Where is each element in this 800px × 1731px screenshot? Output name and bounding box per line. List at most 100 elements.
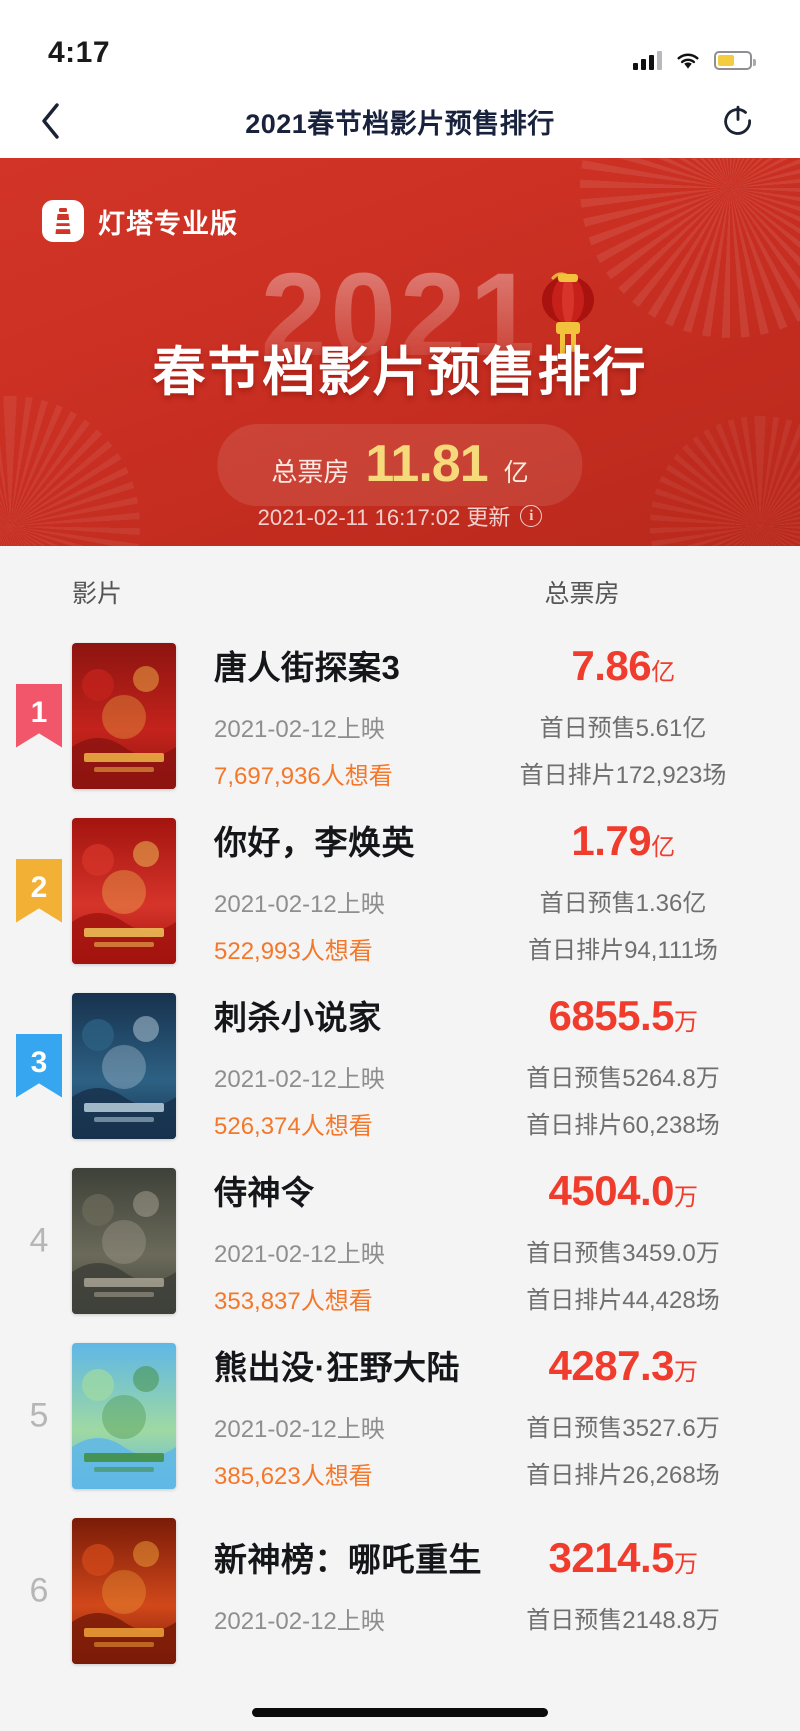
info-icon[interactable]: i <box>520 505 543 527</box>
status-indicators <box>633 50 756 70</box>
film-want-count: 522,993人想看 <box>214 937 373 965</box>
film-title[interactable]: 唐人街探案3 <box>214 648 401 686</box>
total-box-office-value: 11.81 <box>365 435 488 493</box>
nav-bar: 2021春节档影片预售排行 <box>0 84 800 158</box>
film-stats: 3214.5万 首日预售2148.8万 <box>492 1534 800 1647</box>
movie-poster-hi-mom[interactable] <box>72 817 176 964</box>
film-gross-value: 4287.3 <box>548 1341 675 1389</box>
movie-poster-new-gods-nezha-reborn[interactable] <box>72 1517 176 1664</box>
movie-poster-a-writers-odyssey[interactable] <box>72 992 176 1139</box>
film-title[interactable]: 你好，李焕英 <box>214 823 415 861</box>
chevron-left-icon <box>42 103 59 139</box>
rank-number: 6 <box>29 1571 49 1609</box>
film-gross-unit: 万 <box>673 1183 698 1211</box>
film-presale: 首日预售2148.8万 <box>526 1607 720 1634</box>
back-button[interactable] <box>40 97 80 145</box>
film-screenings: 首日排片94,111场 <box>528 936 718 964</box>
cellular-signal-icon <box>633 50 662 70</box>
list-rows: 1 唐人街探案3 2021-02-12上映 7,697,936人想看 7.86亿… <box>0 628 800 1678</box>
column-header-film: 影片 <box>72 580 123 608</box>
rank-badge: 4 <box>16 1221 62 1260</box>
rank-badge: 2 <box>16 858 62 923</box>
rank-badge: 1 <box>16 683 62 748</box>
film-presale: 首日预售1.36亿 <box>539 889 707 917</box>
film-screenings: 首日排片44,428场 <box>526 1286 720 1314</box>
film-release-date: 2021-02-12上映 <box>214 1240 385 1268</box>
table-row[interactable]: 5 熊出没·狂野大陆 2021-02-12上映 385,623人想看 4287.… <box>0 1328 800 1503</box>
film-presale: 首日预售5264.8万 <box>526 1064 720 1092</box>
movie-poster-boonie-bears[interactable] <box>72 1342 176 1489</box>
rank-ribbon: 3 <box>16 1033 62 1098</box>
column-header-box-office: 总票房 <box>544 580 620 608</box>
table-row[interactable]: 3 刺杀小说家 2021-02-12上映 526,374人想看 6855.5万 … <box>0 978 800 1153</box>
table-row[interactable]: 1 唐人街探案3 2021-02-12上映 7,697,936人想看 7.86亿… <box>0 628 800 803</box>
film-release-date: 2021-02-12上映 <box>214 1065 385 1093</box>
film-info: 侍神令 2021-02-12上映 353,837人想看 <box>176 1166 492 1316</box>
hero-banner: 灯塔专业版 2021 春节档影片预售排行 总票房 11.81 亿 2021-02… <box>0 158 800 546</box>
film-stats: 1.79亿 首日预售1.36亿 首日排片94,111场 <box>492 817 800 965</box>
film-gross-unit: 亿 <box>651 658 675 686</box>
rank-ribbon: 2 <box>16 858 62 923</box>
movie-poster-the-yinyang-master[interactable] <box>72 1167 176 1314</box>
ranking-list: 影片 总票房 1 唐人街探案3 2021-02-12上映 7,697,936人想… <box>0 546 800 1678</box>
film-gross: 1.79亿 <box>492 817 754 865</box>
rank-ribbon: 1 <box>16 683 62 748</box>
status-time: 4:17 <box>48 36 111 69</box>
film-gross-value: 1.79 <box>571 816 652 864</box>
film-gross: 3214.5万 <box>492 1534 754 1582</box>
brand-lockup: 灯塔专业版 <box>42 200 238 242</box>
film-gross-value: 7.86 <box>571 641 652 689</box>
hero-title: 春节档影片预售排行 <box>152 343 648 402</box>
film-want-count: 526,374人想看 <box>214 1112 373 1140</box>
film-info: 刺杀小说家 2021-02-12上映 526,374人想看 <box>176 991 492 1141</box>
film-want-count: 353,837人想看 <box>214 1287 373 1315</box>
rank-badge: 5 <box>16 1396 62 1435</box>
film-title[interactable]: 刺杀小说家 <box>214 998 382 1036</box>
lantern-icon <box>530 266 606 377</box>
total-box-office-pill: 总票房 11.81 亿 <box>217 424 583 506</box>
table-row[interactable]: 4 侍神令 2021-02-12上映 353,837人想看 4504.0万 首日… <box>0 1153 800 1328</box>
film-info: 熊出没·狂野大陆 2021-02-12上映 385,623人想看 <box>176 1341 492 1491</box>
table-row[interactable]: 6 新神榜：哪吒重生 2021-02-12上映 3214.5万 首日预售2148… <box>0 1503 800 1678</box>
battery-icon <box>714 50 756 70</box>
movie-poster-detective-chinatown-3[interactable] <box>72 642 176 789</box>
film-release-date: 2021-02-12上映 <box>214 890 385 918</box>
share-button[interactable] <box>716 99 760 143</box>
film-info: 唐人街探案3 2021-02-12上映 7,697,936人想看 <box>176 641 492 791</box>
film-gross: 4504.0万 <box>492 1167 754 1215</box>
film-title[interactable]: 熊出没·狂野大陆 <box>214 1348 460 1386</box>
rank-badge: 3 <box>16 1033 62 1098</box>
film-gross-unit: 亿 <box>651 833 675 861</box>
hero-year: 2021 <box>0 256 800 374</box>
film-title[interactable]: 侍神令 <box>214 1173 315 1211</box>
film-gross-unit: 万 <box>673 1551 698 1578</box>
film-presale: 首日预售5.61亿 <box>539 714 707 742</box>
film-release-date: 2021-02-12上映 <box>214 1415 385 1443</box>
rank-number: 5 <box>29 1396 49 1434</box>
film-gross-unit: 万 <box>673 1008 698 1036</box>
film-screenings: 首日排片172,923场 <box>519 761 727 789</box>
film-release-date: 2021-02-12上映 <box>214 1608 385 1635</box>
share-refresh-icon <box>724 105 752 135</box>
film-stats: 4504.0万 首日预售3459.0万 首日排片44,428场 <box>492 1167 800 1315</box>
total-box-office-unit: 亿 <box>503 459 529 487</box>
film-release-date: 2021-02-12上映 <box>214 715 385 743</box>
film-gross-value: 3214.5 <box>548 1534 675 1581</box>
film-screenings: 首日排片60,238场 <box>526 1111 720 1139</box>
film-gross: 6855.5万 <box>492 992 754 1040</box>
film-info: 新神榜：哪吒重生 2021-02-12上映 <box>176 1533 492 1648</box>
film-title[interactable]: 新神榜：哪吒重生 <box>214 1541 482 1578</box>
film-stats: 6855.5万 首日预售5264.8万 首日排片60,238场 <box>492 992 800 1140</box>
total-box-office-label: 总票房 <box>271 457 350 487</box>
film-want-count: 7,697,936人想看 <box>214 762 393 790</box>
list-header: 影片 总票房 <box>0 546 800 628</box>
table-row[interactable]: 2 你好，李焕英 2021-02-12上映 522,993人想看 1.79亿 首… <box>0 803 800 978</box>
status-bar: 4:17 <box>0 0 800 84</box>
film-stats: 7.86亿 首日预售5.61亿 首日排片172,923场 <box>492 642 800 790</box>
film-info: 你好，李焕英 2021-02-12上映 522,993人想看 <box>176 816 492 966</box>
rank-badge: 6 <box>16 1571 62 1610</box>
film-gross-value: 6855.5 <box>548 991 675 1039</box>
film-gross-value: 4504.0 <box>548 1166 675 1214</box>
rank-number: 4 <box>29 1221 49 1259</box>
